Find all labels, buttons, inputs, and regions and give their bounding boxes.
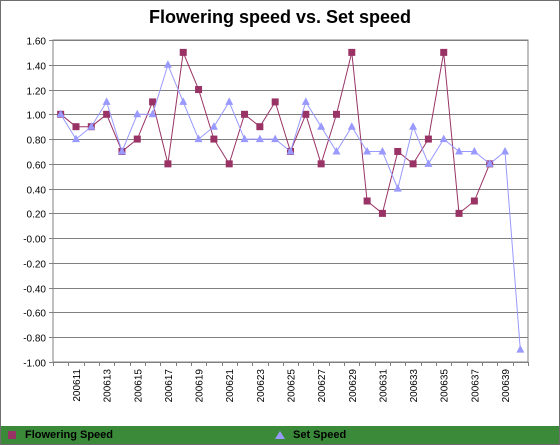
data-point-set-speed	[347, 122, 356, 130]
data-point-set-speed	[163, 60, 172, 68]
data-point-set-speed	[240, 134, 249, 143]
data-point-flowering-speed	[164, 160, 172, 168]
data-point-set-speed	[301, 97, 310, 105]
data-point-flowering-speed	[455, 209, 463, 217]
data-point-flowering-speed	[378, 209, 386, 217]
data-point-set-speed	[133, 109, 142, 118]
y-tick-label: 1.40	[27, 62, 47, 73]
data-point-set-speed	[439, 134, 448, 143]
x-tick-label: 200619	[195, 369, 206, 403]
data-point-set-speed	[194, 134, 203, 143]
data-point-flowering-speed	[179, 48, 187, 56]
data-point-set-speed	[71, 134, 80, 143]
data-point-set-speed	[148, 109, 157, 118]
legend-item-flowering-speed: Flowering Speed	[5, 428, 113, 442]
y-tick-label: 1.20	[27, 87, 47, 98]
data-point-set-speed	[409, 122, 418, 130]
y-tick-label: -1.00	[23, 359, 46, 370]
data-point-set-speed	[516, 345, 525, 353]
x-tick-label: 200627	[317, 369, 328, 403]
data-point-set-speed	[87, 122, 96, 130]
data-point-set-speed	[470, 146, 479, 155]
data-point-flowering-speed	[332, 110, 340, 118]
data-point-flowering-speed	[348, 48, 356, 56]
y-tick-label: -0.20	[23, 260, 46, 271]
data-point-flowering-speed	[424, 135, 432, 143]
data-point-set-speed	[378, 146, 387, 155]
x-tick-label: 200621	[225, 369, 236, 403]
data-point-flowering-speed	[409, 160, 417, 168]
data-point-set-speed	[317, 122, 326, 130]
data-point-flowering-speed	[241, 110, 249, 118]
x-tick-label: 200639	[501, 369, 512, 403]
x-tick-label: 200623	[256, 369, 267, 403]
data-point-flowering-speed	[149, 98, 157, 106]
data-point-flowering-speed	[103, 110, 111, 118]
x-tick-label: 200625	[287, 369, 298, 403]
data-point-set-speed	[102, 97, 111, 105]
data-point-flowering-speed	[271, 98, 279, 106]
plot-area	[52, 39, 529, 363]
data-point-flowering-speed	[256, 123, 264, 131]
data-point-flowering-speed	[133, 135, 141, 143]
data-point-set-speed	[455, 146, 464, 155]
data-point-set-speed	[332, 146, 341, 155]
y-tick-label: -0.00	[23, 235, 46, 246]
legend-label-set-speed: Set Speed	[293, 429, 347, 441]
triangle-marker-icon	[273, 430, 287, 440]
y-tick-label: 0.20	[27, 210, 47, 221]
data-point-flowering-speed	[72, 123, 80, 131]
y-tick-label: 0.80	[27, 136, 47, 147]
data-point-flowering-speed	[302, 110, 310, 118]
y-tick-label: 0.60	[27, 161, 47, 172]
data-point-set-speed	[56, 109, 65, 118]
square-marker-icon	[5, 430, 19, 440]
legend-label-flowering-speed: Flowering Speed	[25, 429, 114, 441]
x-tick-label: 200615	[133, 369, 144, 403]
data-point-set-speed	[225, 97, 234, 105]
data-point-flowering-speed	[225, 160, 233, 168]
chart-title: Flowering speed vs. Set speed	[148, 7, 412, 27]
y-tick-label: -0.60	[23, 309, 46, 320]
y-tick-label: 1.60	[27, 37, 47, 48]
chart-plot: 1.60 1.40 1.20 1.00 0.80 0.60 0.40 0.20 -0.00 -0.…	[23, 37, 529, 403]
y-tick-label: -0.80	[23, 334, 46, 345]
x-tick-label: 200635	[440, 369, 451, 403]
data-point-set-speed	[286, 146, 295, 155]
data-point-flowering-speed	[317, 160, 325, 168]
data-point-flowering-speed	[394, 147, 402, 155]
data-point-flowering-speed	[363, 197, 371, 205]
data-point-set-speed	[271, 134, 280, 143]
x-tick-label: 200631	[378, 369, 389, 403]
data-point-set-speed	[363, 146, 372, 155]
legend: Flowering Speed Set Speed	[1, 426, 559, 444]
data-point-set-speed	[393, 184, 402, 192]
data-point-set-speed	[117, 146, 126, 155]
y-tick-label: -0.40	[23, 285, 46, 296]
data-point-set-speed	[501, 146, 510, 155]
x-tick-label: 200629	[348, 369, 359, 403]
data-point-set-speed	[209, 122, 218, 130]
data-point-set-speed	[255, 134, 264, 143]
x-tick-label: 200637	[470, 369, 481, 403]
data-point-set-speed	[424, 159, 433, 167]
data-point-flowering-speed	[195, 86, 203, 94]
data-point-flowering-speed	[210, 135, 218, 143]
x-tick-label: 200633	[409, 369, 420, 403]
data-point-flowering-speed	[440, 48, 448, 56]
legend-item-set-speed: Set Speed	[273, 428, 346, 442]
x-tick-label: 200611	[72, 369, 83, 402]
x-tick-label: 200617	[164, 369, 175, 403]
data-point-flowering-speed	[470, 197, 478, 205]
y-tick-label: 1.00	[27, 111, 47, 122]
x-tick-label: 200613	[103, 369, 114, 403]
y-tick-label: 0.40	[27, 186, 47, 197]
data-point-set-speed	[179, 97, 188, 105]
data-point-set-speed	[485, 159, 494, 167]
